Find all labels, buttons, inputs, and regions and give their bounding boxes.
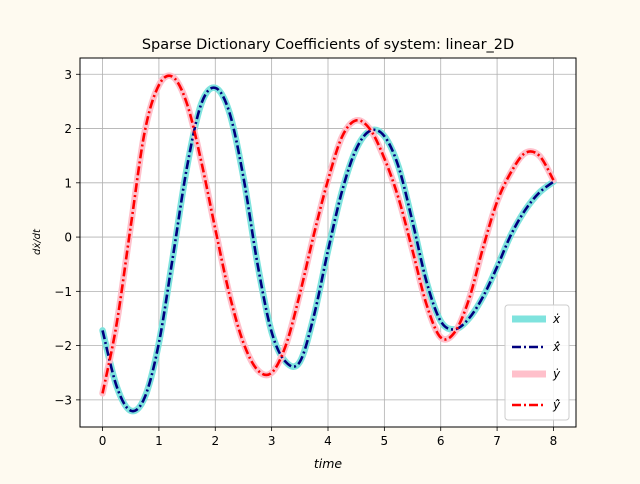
x-tick-label: 6 <box>437 434 445 448</box>
x-tick-label: 7 <box>493 434 501 448</box>
legend-label-x-dot: ẋ <box>552 312 561 326</box>
series-lines <box>99 72 557 415</box>
legend-label-x-hat-dot: x̂̇ <box>552 340 561 354</box>
y-tick-label: 0 <box>64 231 72 245</box>
y-tick-label: 3 <box>64 68 72 82</box>
y-tick-label: −1 <box>54 285 72 299</box>
y-axis-label: dẋ/dt <box>32 228 43 255</box>
legend-label-y-dot: ẏ <box>552 367 561 381</box>
x-axis-label: time <box>314 456 343 471</box>
series-line-y-hat-dot <box>101 74 555 394</box>
x-tick-label: 5 <box>381 434 389 448</box>
x-tick-label: 8 <box>550 434 558 448</box>
x-tick-label: 1 <box>155 434 163 448</box>
series-line-x-hat-dot <box>101 86 555 413</box>
x-tick-label: 4 <box>324 434 332 448</box>
legend-box <box>504 304 570 421</box>
axis-ticks: 0 1 2 3 4 5 6 7 8 −3 −2 −1 0 1 2 3 <box>54 68 557 448</box>
y-tick-label: −2 <box>54 339 72 353</box>
legend: ẋ x̂̇ ẏ ŷ̇ <box>504 304 570 421</box>
legend-label-y-hat-dot: ŷ̇ <box>552 398 561 412</box>
y-tick-label: 2 <box>64 122 72 136</box>
chart-title: Sparse Dictionary Coefficients of system… <box>142 37 514 53</box>
y-tick-label: −3 <box>54 393 72 407</box>
x-tick-label: 2 <box>211 434 219 448</box>
y-tick-label: 1 <box>64 176 72 190</box>
x-tick-label: 3 <box>268 434 276 448</box>
x-tick-label: 0 <box>99 434 107 448</box>
